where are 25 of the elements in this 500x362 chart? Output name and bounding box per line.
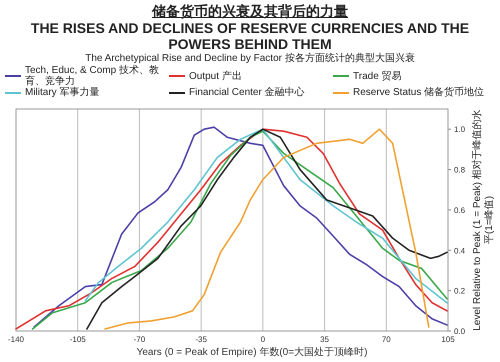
legend-label: Tech, Educ, & Comp 技术、教育、竞争力: [25, 65, 160, 87]
y-axis-title: Level Relative to Peak (1 = Peak) 相对于峰值的水平(1=峰值): [472, 109, 496, 331]
x-tick-label: -105: [70, 335, 86, 344]
chart-subtitle: THE RISES AND DECLINES OF RESERVE CURRENCIES AND THE POWERS BEHIND THEM: [30, 20, 470, 52]
x-tick-label: -35: [195, 335, 208, 344]
y-tick-label: 0.2: [454, 286, 466, 296]
legend-label: Reserve Status 储备货币地位: [353, 87, 484, 98]
x-tick-label: 105: [441, 335, 456, 344]
text: The Archetypical Rise and Decline by Factor 按各方面统计的典型大国兴衰: [84, 52, 416, 64]
legend-label: Trade 贸易: [353, 70, 402, 82]
x-axis-title: Years (0 = Peak of Empire) 年数(0=大国处于顶峰时): [136, 346, 368, 358]
x-tick-label: 70: [382, 335, 392, 344]
y-tick-label: 0.8: [454, 166, 466, 175]
x-tick-label: 0: [260, 335, 266, 344]
y-tick-label: 0.6: [454, 206, 466, 215]
x-tick-label: -140: [8, 335, 25, 344]
x-tick-label: 35: [320, 335, 330, 344]
legend-label: Financial Center 金融中心: [189, 87, 305, 98]
y-tick-label: 1.0: [454, 125, 466, 134]
x-tick-label: -70: [134, 335, 146, 344]
y-tick-label: 0.4: [454, 246, 466, 256]
legend-label: Output 产出: [189, 70, 242, 82]
y-tick-label: 0.0: [454, 327, 466, 336]
chart-title: 储备货币的兴衰及其背后的力量: [150, 3, 349, 20]
legend-label: Military 军事力量: [25, 87, 100, 98]
